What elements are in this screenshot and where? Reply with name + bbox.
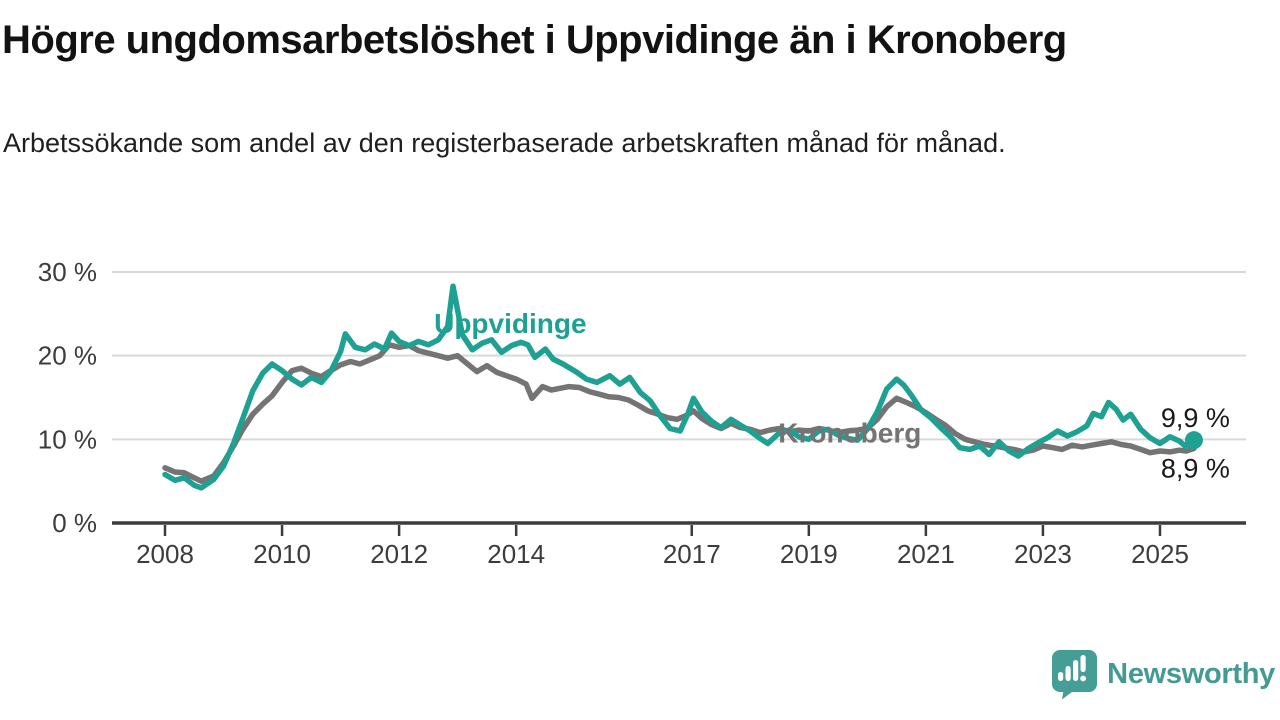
x-axis-label: 2014	[487, 539, 545, 569]
x-axis-label: 2025	[1131, 539, 1189, 569]
series-label-uppvidinge: Uppvidinge	[434, 308, 586, 339]
x-axis-label: 2017	[663, 539, 721, 569]
newsworthy-logo: Newsworthy	[1049, 648, 1275, 700]
series-end-dot-uppvidinge	[1184, 431, 1203, 450]
x-axis-label: 2012	[370, 539, 428, 569]
series-line-uppvidinge	[162, 283, 1197, 491]
newsworthy-icon	[1052, 650, 1098, 700]
y-axis-label: 20 %	[38, 341, 97, 371]
x-axis-label: 2019	[780, 539, 838, 569]
chart-subtitle: Arbetssökande som andel av den registerb…	[3, 128, 1006, 158]
x-axis-label: 2010	[253, 539, 311, 569]
y-axis-label: 10 %	[38, 424, 97, 454]
y-axis-label: 0 %	[52, 508, 97, 538]
y-axis-label: 30 %	[38, 257, 97, 287]
x-axis-label: 2023	[1014, 539, 1072, 569]
page-title: Högre ungdomsarbetslöshet i Uppvidinge ä…	[2, 18, 1067, 62]
newsworthy-wordmark: Newsworthy	[1107, 657, 1275, 690]
series-end-value-uppvidinge: 9,9 %	[1161, 403, 1230, 433]
series-end-value-kronoberg: 8,9 %	[1161, 454, 1230, 484]
x-axis-label: 2008	[136, 539, 194, 569]
series-label-kronoberg: Kronoberg	[778, 417, 921, 448]
series-line-kronoberg	[162, 342, 1197, 484]
x-axis-label: 2021	[897, 539, 955, 569]
